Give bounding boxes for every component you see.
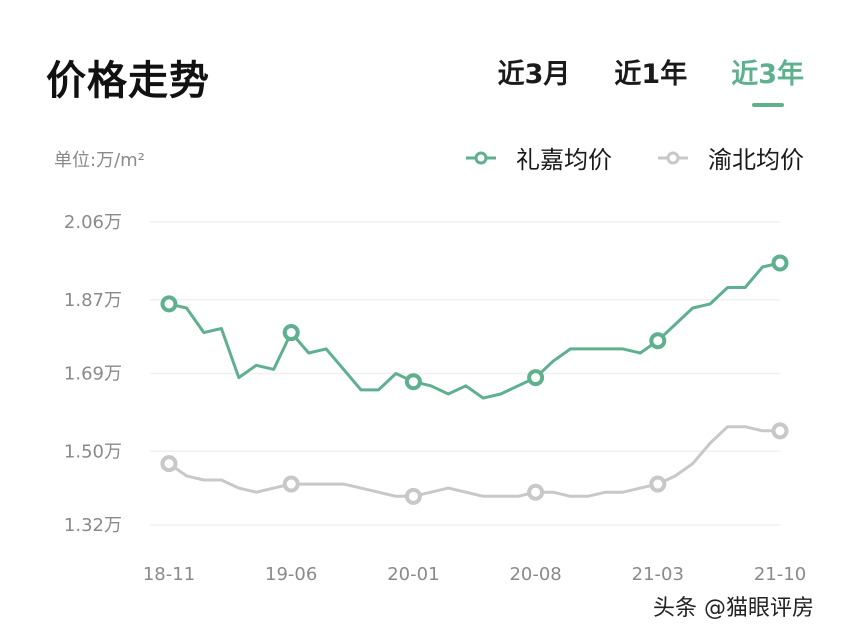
chart-legend: 礼嘉均价 渝北均价 [466,140,804,175]
data-point-marker[interactable] [282,475,300,493]
y-tick-label: 1.87万 [64,290,122,311]
grid-lines [150,221,780,526]
data-point-marker[interactable] [160,295,178,313]
x-tick-label: 20-01 [387,564,439,585]
tab-3-months[interactable]: 近3月 [497,59,571,90]
time-range-tabs: 近3月 近1年 近3年 [498,52,804,91]
data-point-marker[interactable] [649,332,667,350]
x-tick-label: 19-06 [265,564,317,585]
data-point-marker[interactable] [771,254,789,272]
data-point-marker[interactable] [404,373,422,391]
page-title: 价格走势 [46,58,210,104]
data-point-marker[interactable] [282,324,300,342]
x-tick-label: 21-03 [632,564,684,585]
tab-3-years[interactable]: 近3年 [731,52,804,91]
line-marker-icon [466,151,496,164]
y-tick-label: 1.50万 [64,441,122,462]
line-marker-icon [658,151,688,164]
x-tick-label: 18-11 [143,564,195,585]
x-tick-label: 21-10 [754,564,806,585]
tab-1-year[interactable]: 近1年 [614,59,688,90]
legend-label: 渝北均价 [708,146,804,174]
series-line [167,425,782,498]
y-tick-label: 1.32万 [64,515,122,536]
legend-label: 礼嘉均价 [516,146,612,174]
y-tick-label: 2.06万 [64,212,122,233]
data-point-marker[interactable] [527,483,545,501]
x-axis-labels: 18-11 19-06 20-01 20-08 21-03 21-10 [143,564,806,585]
data-point-marker[interactable] [771,422,789,440]
series-line [167,261,782,400]
data-point-marker[interactable] [649,475,667,493]
watermark: 头条 @猫眼评房 [653,596,814,621]
data-point-marker[interactable] [160,455,178,473]
y-tick-label: 1.69万 [64,364,122,385]
legend-item-lijia[interactable]: 礼嘉均价 [466,140,612,175]
x-tick-label: 20-08 [509,564,561,585]
data-point-marker[interactable] [404,487,422,505]
y-axis-labels: 2.06万 1.87万 1.69万 1.50万 1.32万 [64,212,122,536]
data-series [160,254,789,505]
unit-label: 单位:万/m² [54,150,145,171]
data-point-marker[interactable] [527,369,545,387]
legend-item-yubei[interactable]: 渝北均价 [658,140,804,175]
